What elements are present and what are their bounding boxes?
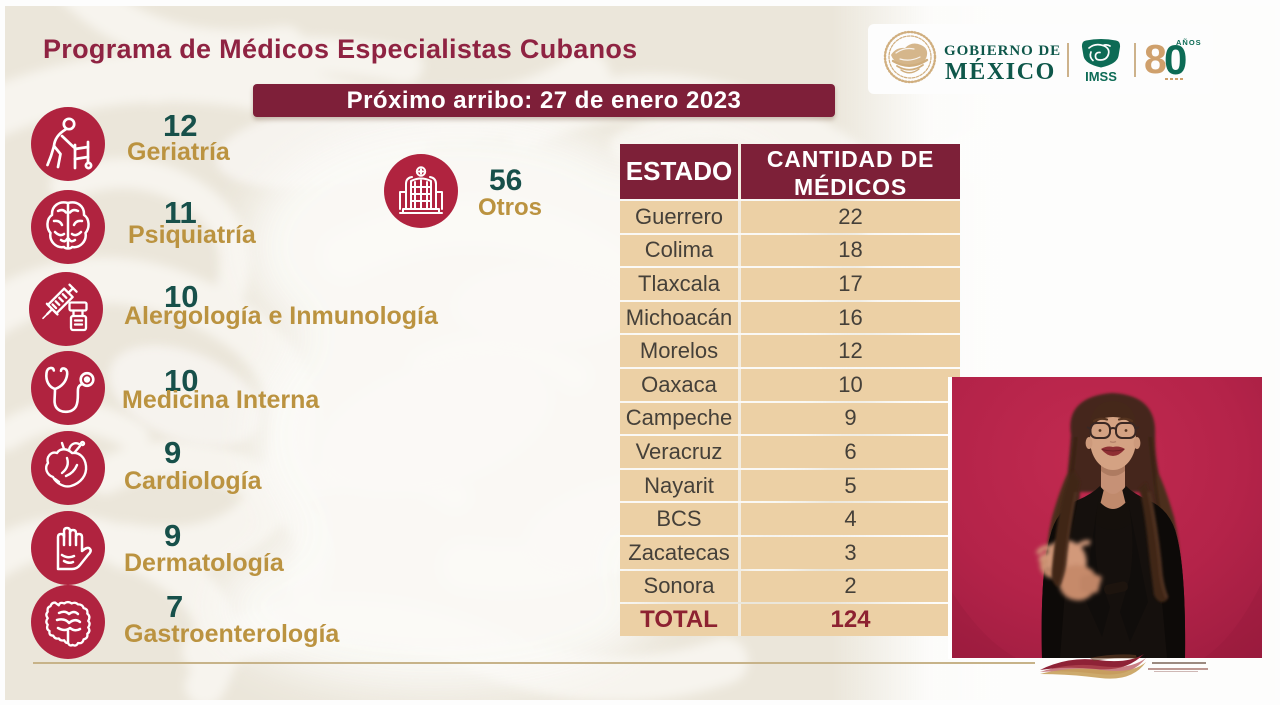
svg-text:0: 0 [1164, 37, 1187, 83]
svg-text:8: 8 [1145, 37, 1167, 82]
svg-text:IMSS: IMSS [1085, 69, 1117, 83]
svg-text:AÑOS: AÑOS [1176, 38, 1201, 47]
